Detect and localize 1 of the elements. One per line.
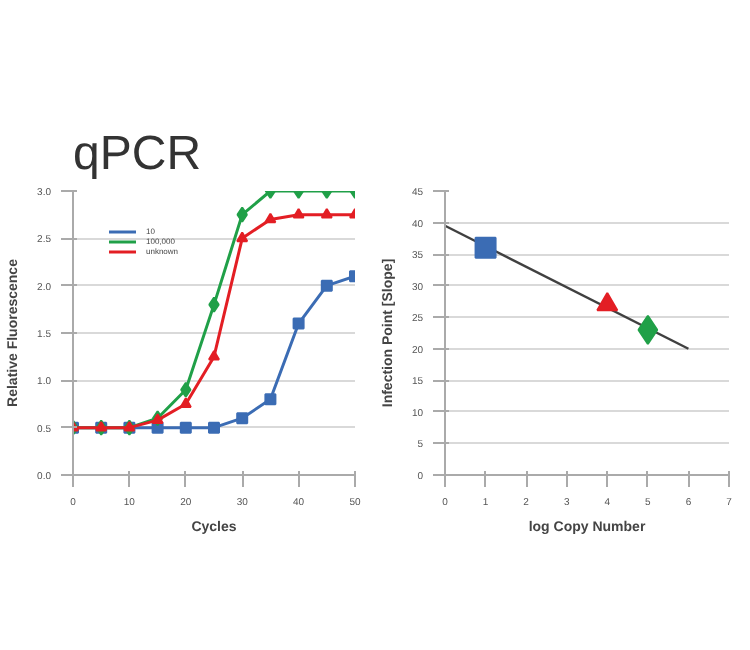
chart-title: qPCR bbox=[73, 127, 202, 181]
